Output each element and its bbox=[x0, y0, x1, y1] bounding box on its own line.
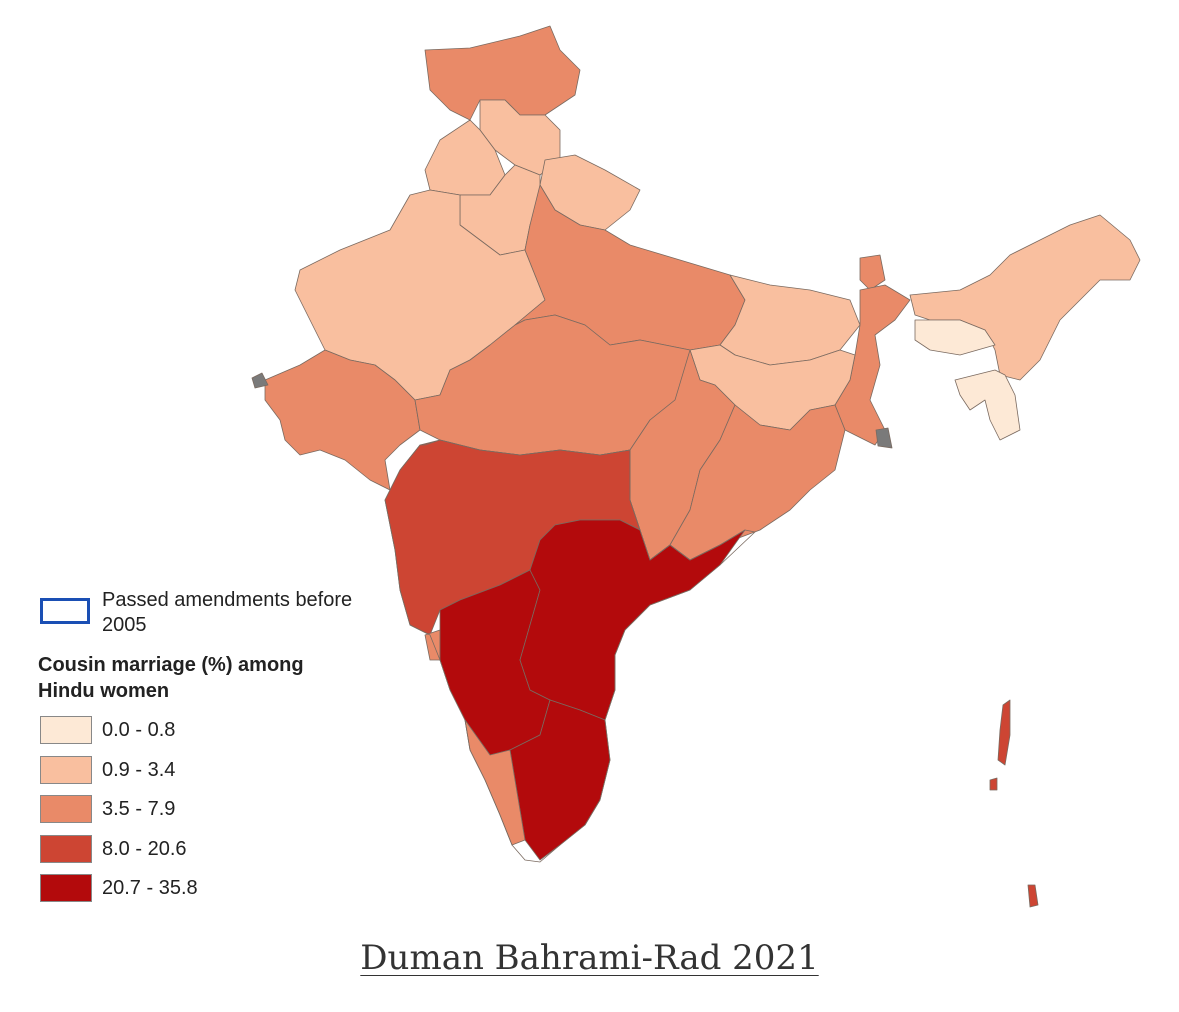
region-andaman-nicobar bbox=[997, 699, 1011, 766]
legend-swatch bbox=[40, 874, 92, 902]
legend-swatch bbox=[40, 716, 92, 744]
region-goa bbox=[424, 629, 441, 661]
legend-class-entry: 20.7 - 35.8 bbox=[38, 870, 368, 910]
region-jammu-kashmir bbox=[424, 25, 581, 121]
legend-class-label: 8.0 - 20.6 bbox=[102, 837, 187, 860]
legend-class-label: 0.0 - 0.8 bbox=[102, 719, 176, 741]
region-tripura-mizoram bbox=[954, 369, 1021, 441]
region-odisha bbox=[669, 404, 846, 561]
legend-class-entry: 3.5 - 7.9 bbox=[38, 791, 368, 831]
region-northeast bbox=[909, 214, 1141, 381]
amendment-outline bbox=[384, 439, 756, 863]
legend-swatch bbox=[40, 795, 92, 823]
source-caption[interactable]: Duman Bahrami-Rad 2021 bbox=[360, 938, 819, 978]
legend-title: Cousin marriage (%) among Hindu women bbox=[38, 654, 304, 702]
legend-swatch bbox=[40, 834, 92, 863]
legend-amendment-label: Passed amendments before 2005 bbox=[102, 589, 353, 636]
region-sikkim bbox=[859, 254, 886, 291]
legend-amendment-entry: Passed amendments before 2005 bbox=[38, 588, 368, 638]
legend-class-label: 0.9 - 3.4 bbox=[102, 758, 176, 781]
no-data-fragment bbox=[875, 427, 893, 449]
region-andaman-nicobar-south bbox=[989, 777, 998, 791]
legend-swatch bbox=[40, 755, 92, 784]
region-gujarat bbox=[264, 349, 421, 491]
region-nicobar bbox=[1027, 884, 1039, 908]
no-data-fragment bbox=[251, 372, 269, 389]
legend-class-entry: 0.0 - 0.8 bbox=[38, 712, 368, 752]
legend-class-label: 3.5 - 7.9 bbox=[102, 798, 176, 820]
legend-amendment-swatch bbox=[40, 598, 90, 624]
legend-class-list: 0.0 - 0.8 0.9 - 3.4 3.5 - 7.9 8.0 - 20.6… bbox=[38, 712, 368, 910]
region-telangana-andhra bbox=[519, 519, 746, 721]
region-meghalaya bbox=[914, 319, 996, 356]
map-legend: Passed amendments before 2005 Cousin mar… bbox=[38, 588, 368, 910]
legend-class-entry: 0.9 - 3.4 bbox=[38, 752, 368, 792]
india-choropleth-map bbox=[251, 25, 1141, 908]
legend-class-entry: 8.0 - 20.6 bbox=[38, 831, 368, 871]
legend-class-label: 20.7 - 35.8 bbox=[102, 877, 198, 899]
